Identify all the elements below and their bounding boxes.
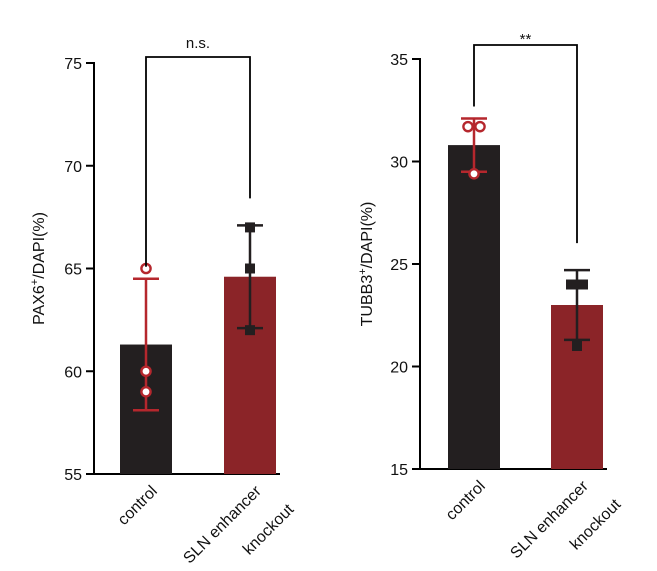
y-axis-label-sup: + xyxy=(357,268,369,274)
data-point xyxy=(140,365,152,378)
data-point xyxy=(462,120,474,133)
x-category-label: SLN enhancerknockout xyxy=(507,470,624,571)
data-point xyxy=(572,341,582,351)
significance-label: ** xyxy=(520,31,532,48)
y-axis-label-rest: /DAPI(%) xyxy=(359,202,376,269)
y-tick-label: 30 xyxy=(390,155,408,172)
data-point xyxy=(468,167,480,180)
data-point xyxy=(140,385,152,398)
y-tick-label: 75 xyxy=(64,56,82,73)
x-category-label: SLN enhancerknockout xyxy=(180,475,297,571)
y-tick-label: 35 xyxy=(390,52,408,69)
data-point xyxy=(245,263,255,274)
y-axis-label-main: PAX6 xyxy=(31,285,48,325)
y-axis-label-rest: /DAPI(%) xyxy=(31,212,48,279)
data-point xyxy=(474,120,486,133)
y-tick-label: 55 xyxy=(64,467,82,484)
y-tick-label: 25 xyxy=(390,257,408,274)
y-tick-label: 15 xyxy=(390,462,408,479)
x-category-label: control xyxy=(115,483,161,529)
significance-bracket xyxy=(145,56,251,267)
chart-panel-2: 15 20 25 30 35 TUBB3+/DAPI(%) ** control SLN enh… xyxy=(357,31,625,571)
significance-bracket xyxy=(473,44,578,244)
data-point xyxy=(245,222,255,233)
x-category-label: control xyxy=(443,478,489,524)
y-axis-label: TUBB3+/DAPI(%) xyxy=(357,202,376,327)
y-axis-label-main: TUBB3 xyxy=(359,275,376,327)
significance-label: n.s. xyxy=(186,35,210,52)
data-point xyxy=(245,325,255,336)
chart-panel-1: 55 60 65 70 75 PAX6+/DAPI(%) n.s. control SLN en… xyxy=(29,35,298,571)
y-tick-label: 20 xyxy=(390,360,408,377)
y-tick-label: 65 xyxy=(64,262,82,279)
y-tick-label: 70 xyxy=(64,159,82,176)
bar-control xyxy=(448,145,500,469)
y-tick-label: 60 xyxy=(64,364,82,381)
y-axis-label: PAX6+/DAPI(%) xyxy=(29,212,48,325)
x-category-label-line: control xyxy=(443,478,489,524)
data-point xyxy=(566,279,576,290)
x-category-label-line: control xyxy=(115,483,161,529)
data-point xyxy=(578,279,588,290)
y-axis-label-sup: + xyxy=(29,279,41,285)
